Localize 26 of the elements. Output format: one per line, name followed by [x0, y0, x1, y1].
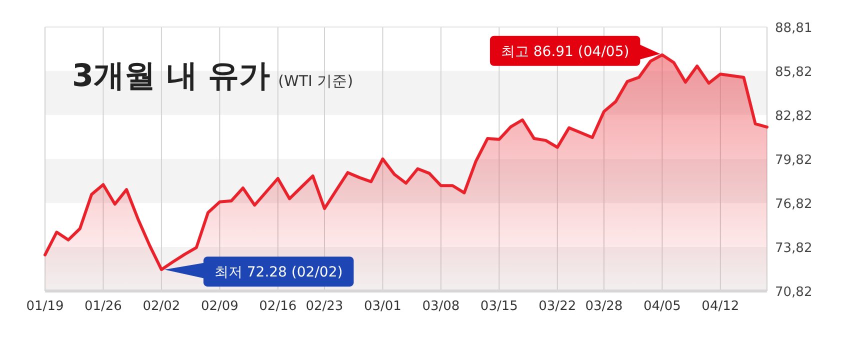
annotation: 최저 72.28 (02/02)	[214, 264, 343, 281]
callout: 최고 86.91 (04/05)	[490, 36, 660, 66]
y-tick-label: 73,82	[775, 240, 812, 256]
x-tick-label: 03/22	[538, 299, 576, 314]
x-tick-label: 03/28	[585, 299, 623, 314]
y-tick-label: 88,81	[775, 21, 812, 36]
y-tick-label: 82,82	[775, 108, 812, 124]
x-tick-label: 04/05	[643, 299, 681, 314]
annotation: 최고 86.91 (04/05)	[500, 44, 630, 60]
x-tick-label: 02/16	[259, 299, 297, 314]
x-tick-label: 01/19	[26, 299, 64, 314]
y-tick-label: 79,82	[775, 152, 812, 168]
x-tick-label: 02/09	[200, 299, 238, 314]
text: 3개월 내 유가	[72, 58, 270, 94]
x-tick-label: 03/15	[480, 299, 518, 314]
x-tick-label: 03/01	[364, 299, 402, 314]
y-tick-label: 76,82	[775, 196, 812, 212]
y-tick-label: 70,82	[775, 285, 812, 300]
y-tick-label: 85,82	[775, 64, 812, 80]
callout: 최저 72.28 (02/02)	[164, 256, 354, 287]
x-tick-label: 03/08	[422, 299, 460, 314]
x-tick-label: 02/23	[306, 299, 344, 314]
x-tick-label: 04/12	[702, 299, 740, 314]
x-tick-label: 01/26	[84, 299, 122, 314]
text: (WTI 기준)	[278, 72, 354, 90]
x-tick-label: 02/02	[142, 299, 180, 314]
